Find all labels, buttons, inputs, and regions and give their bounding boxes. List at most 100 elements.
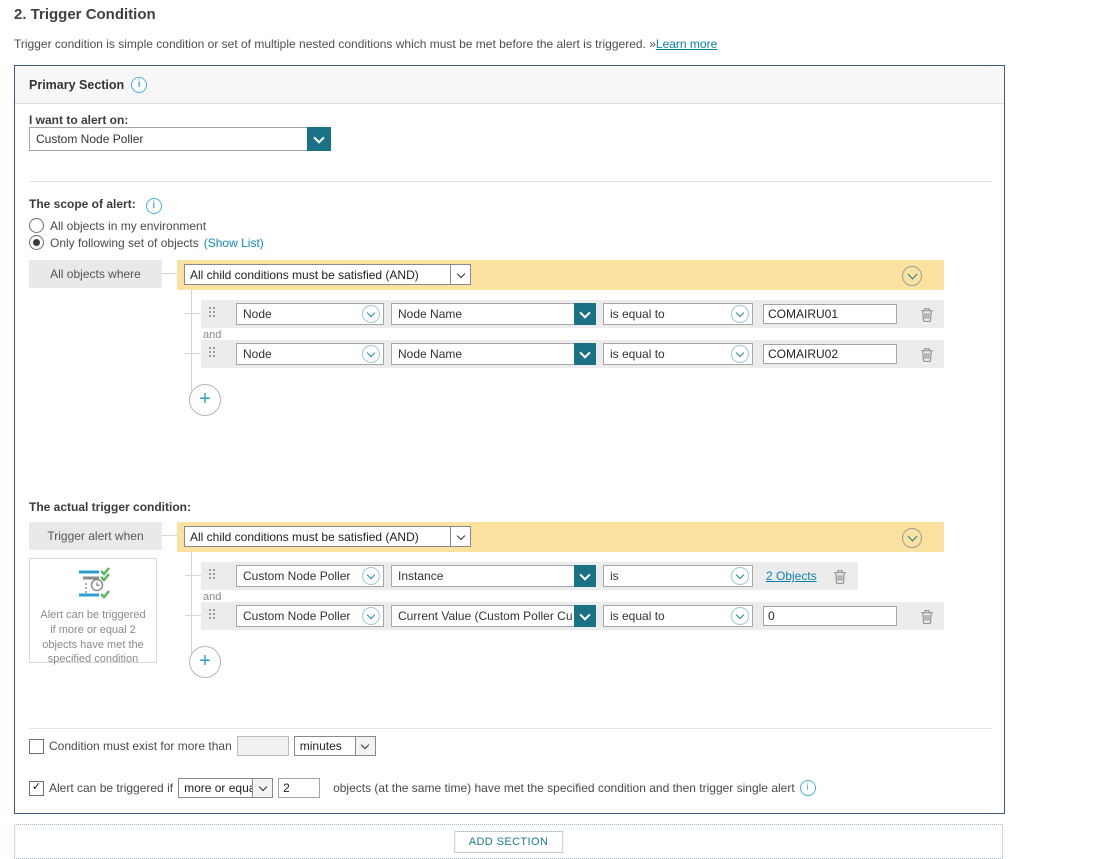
- info-icon[interactable]: i: [131, 76, 148, 93]
- collapse-group-icon[interactable]: [902, 528, 922, 548]
- chevron-down-icon[interactable]: [362, 567, 380, 585]
- and-joiner: and: [203, 591, 222, 603]
- trigger-note-box: Alert can be triggered if more or equal …: [29, 558, 157, 665]
- trigger-logic-select[interactable]: All child conditions must be satisfied (…: [184, 526, 471, 547]
- multi-object-checkbox[interactable]: [29, 780, 44, 796]
- field-select[interactable]: Node Name: [391, 303, 596, 325]
- chevron-down-icon[interactable]: [731, 305, 749, 323]
- delete-row-icon[interactable]: [920, 307, 934, 322]
- entity-select[interactable]: Node: [236, 303, 384, 325]
- operator-select[interactable]: is equal to: [603, 605, 753, 627]
- scope-option-set-label: Only following set of objects: [50, 235, 199, 250]
- entity-value: Custom Node Poller: [243, 569, 351, 583]
- delete-row-icon[interactable]: [920, 347, 934, 362]
- divider: [29, 728, 992, 729]
- field-value: Instance: [398, 569, 444, 583]
- chevron-down-icon[interactable]: [574, 565, 596, 587]
- chevron-down-icon[interactable]: [731, 607, 749, 625]
- trigger-condition-panel: Primary Section i I want to alert on: Cu…: [14, 65, 1005, 814]
- connector-line: [185, 313, 201, 314]
- radio-unselected-icon[interactable]: [29, 218, 44, 233]
- field-select[interactable]: Instance: [391, 565, 596, 587]
- duration-checkbox[interactable]: [29, 738, 44, 754]
- alert-on-select[interactable]: Custom Node Poller: [29, 127, 331, 151]
- chevron-down-icon[interactable]: [731, 567, 749, 585]
- info-icon[interactable]: i: [145, 198, 162, 214]
- multi-object-option-row: Alert can be triggered if more or equal …: [29, 777, 816, 799]
- primary-section-title: Primary Section: [29, 77, 125, 92]
- scope-logic-select[interactable]: All child conditions must be satisfied (…: [184, 264, 471, 285]
- description-text: Trigger condition is simple condition or…: [14, 37, 646, 51]
- chevron-down-icon[interactable]: [574, 605, 596, 627]
- connector-line: [162, 273, 177, 274]
- value-input[interactable]: [763, 344, 897, 364]
- value-input[interactable]: [763, 304, 897, 324]
- scope-logic-value: All child conditions must be satisfied (…: [190, 267, 419, 282]
- trigger-note-text: Alert can be triggered if more or equal …: [40, 608, 146, 666]
- drag-handle-icon[interactable]: [209, 307, 215, 317]
- scope-label-text: The scope of alert:: [29, 197, 136, 211]
- operator-select[interactable]: is equal to: [603, 343, 753, 365]
- learn-more-marker: »: [649, 37, 656, 51]
- comparison-select[interactable]: more or equal: [178, 778, 274, 798]
- trigger-group-header: All child conditions must be satisfied (…: [177, 522, 944, 552]
- radio-selected-icon[interactable]: [29, 235, 44, 250]
- multi-object-prefix: Alert can be triggered if: [49, 781, 174, 795]
- field-value: Current Value (Custom Poller Cu: [398, 609, 573, 623]
- add-section-area: ADD SECTION: [14, 824, 1003, 859]
- objects-link[interactable]: 2 Objects: [766, 569, 817, 583]
- duration-unit-select[interactable]: minutes: [293, 736, 376, 756]
- learn-more-link[interactable]: Learn more: [655, 37, 718, 51]
- connector-line: [185, 575, 201, 576]
- object-count-input[interactable]: [278, 778, 321, 798]
- drag-handle-icon[interactable]: [209, 609, 215, 619]
- value-input[interactable]: [763, 606, 897, 626]
- add-condition-button[interactable]: [189, 384, 221, 416]
- delete-row-icon[interactable]: [833, 569, 847, 584]
- chevron-down-icon[interactable]: [450, 527, 470, 546]
- primary-section-header: Primary Section i: [15, 66, 1004, 104]
- operator-select[interactable]: is equal to: [603, 303, 753, 325]
- show-list-link[interactable]: (Show List): [203, 235, 264, 250]
- drag-handle-icon[interactable]: [209, 347, 215, 357]
- chevron-down-icon[interactable]: [307, 127, 331, 151]
- entity-select[interactable]: Custom Node Poller: [236, 565, 384, 587]
- field-select[interactable]: Node Name: [391, 343, 596, 365]
- entity-select[interactable]: Custom Node Poller: [236, 605, 384, 627]
- chevron-down-icon[interactable]: [362, 345, 380, 363]
- duration-unit-value: minutes: [299, 739, 342, 753]
- chevron-down-icon[interactable]: [731, 345, 749, 363]
- delete-row-icon[interactable]: [920, 609, 934, 624]
- info-icon[interactable]: i: [799, 780, 816, 796]
- operator-value: is equal to: [610, 347, 665, 361]
- alert-on-value: Custom Node Poller: [36, 132, 144, 146]
- comparison-value: more or equal: [184, 781, 253, 795]
- chevron-down-icon[interactable]: [362, 305, 380, 323]
- scope-option-all[interactable]: All objects in my environment: [29, 218, 206, 233]
- drag-handle-icon[interactable]: [209, 569, 215, 579]
- connector-line: [185, 353, 201, 354]
- entity-select[interactable]: Node: [236, 343, 384, 365]
- condition-row: Node Node Name is equal to: [201, 340, 944, 368]
- add-section-button[interactable]: ADD SECTION: [453, 831, 564, 853]
- field-value: Node Name: [398, 307, 463, 321]
- trigger-logic-value: All child conditions must be satisfied (…: [190, 529, 419, 544]
- scope-option-set[interactable]: Only following set of objects (Show List…: [29, 235, 264, 250]
- chevron-down-icon[interactable]: [574, 343, 596, 365]
- trigger-label: The actual trigger condition:: [29, 500, 192, 514]
- field-select[interactable]: Current Value (Custom Poller Cu: [391, 605, 596, 627]
- chevron-down-icon[interactable]: [252, 779, 273, 797]
- chevron-down-icon[interactable]: [450, 265, 470, 284]
- alert-on-label: I want to alert on:: [29, 113, 129, 127]
- chevron-down-icon[interactable]: [362, 607, 380, 625]
- divider: [29, 181, 992, 182]
- entity-value: Node: [243, 347, 272, 361]
- chevron-down-icon[interactable]: [354, 737, 375, 755]
- multi-object-trigger-icon: [79, 567, 110, 599]
- add-condition-button[interactable]: [189, 646, 221, 678]
- duration-value-input[interactable]: [236, 736, 289, 756]
- collapse-group-icon[interactable]: [902, 266, 922, 286]
- operator-value: is equal to: [610, 609, 665, 623]
- chevron-down-icon[interactable]: [574, 303, 596, 325]
- operator-select[interactable]: is: [603, 565, 753, 587]
